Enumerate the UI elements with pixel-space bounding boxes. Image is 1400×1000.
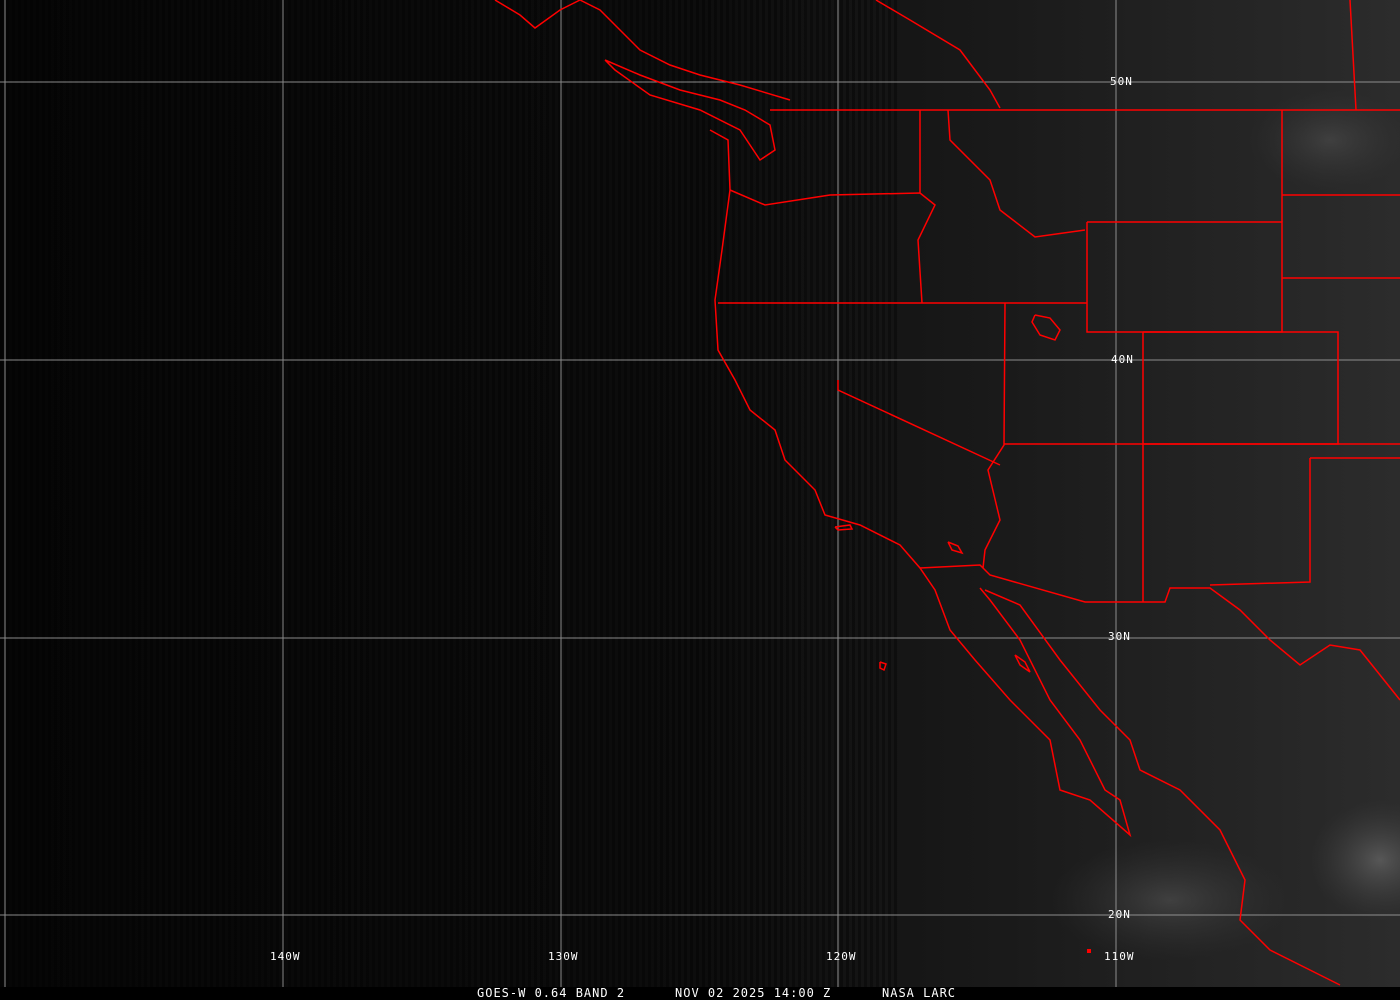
scan-stripes <box>0 0 900 1000</box>
bc-coast <box>494 0 791 101</box>
lat-label-20n: 20N <box>1108 908 1131 921</box>
bc-alberta-border <box>875 0 1001 109</box>
lon-label-130w: 130W <box>548 950 579 963</box>
lon-label-110w: 110W <box>1104 950 1135 963</box>
lat-label-50n: 50N <box>1110 75 1133 88</box>
us-mexico-border <box>919 564 1400 701</box>
great-salt-lake <box>1031 314 1061 341</box>
gulf-island <box>1014 654 1031 673</box>
cloud-patch <box>1310 800 1400 920</box>
caption-bar: GOES-W 0.64 BAND 2 NOV 02 2025 14:00 Z N… <box>0 987 1400 1000</box>
west-coast <box>709 129 1132 838</box>
nm-east-border <box>1209 458 1311 586</box>
idaho-montana-border <box>947 109 1086 238</box>
channel-islands <box>834 524 854 531</box>
salton-sea <box>947 541 964 555</box>
nevada-east-border <box>982 302 1006 569</box>
cloud-patch <box>1250 90 1400 190</box>
island <box>879 661 887 672</box>
cloud-patch <box>1050 840 1290 960</box>
datetime-label: NOV 02 2025 14:00 Z <box>675 986 832 1000</box>
lon-label-120w: 120W <box>826 950 857 963</box>
mainland-mexico-coast <box>984 589 1341 986</box>
lat-label-30n: 30N <box>1108 630 1131 643</box>
red-marker <box>1087 949 1091 953</box>
product-label: GOES-W 0.64 BAND 2 <box>477 986 626 1000</box>
source-label: NASA LARC <box>882 986 957 1000</box>
vancouver-island-coast <box>604 59 776 162</box>
political-borders <box>494 0 1400 986</box>
lat-label-40n: 40N <box>1111 353 1134 366</box>
ca-nv-border <box>837 380 1001 466</box>
lon-label-140w: 140W <box>270 950 301 963</box>
alberta-sask-border <box>1349 0 1357 111</box>
